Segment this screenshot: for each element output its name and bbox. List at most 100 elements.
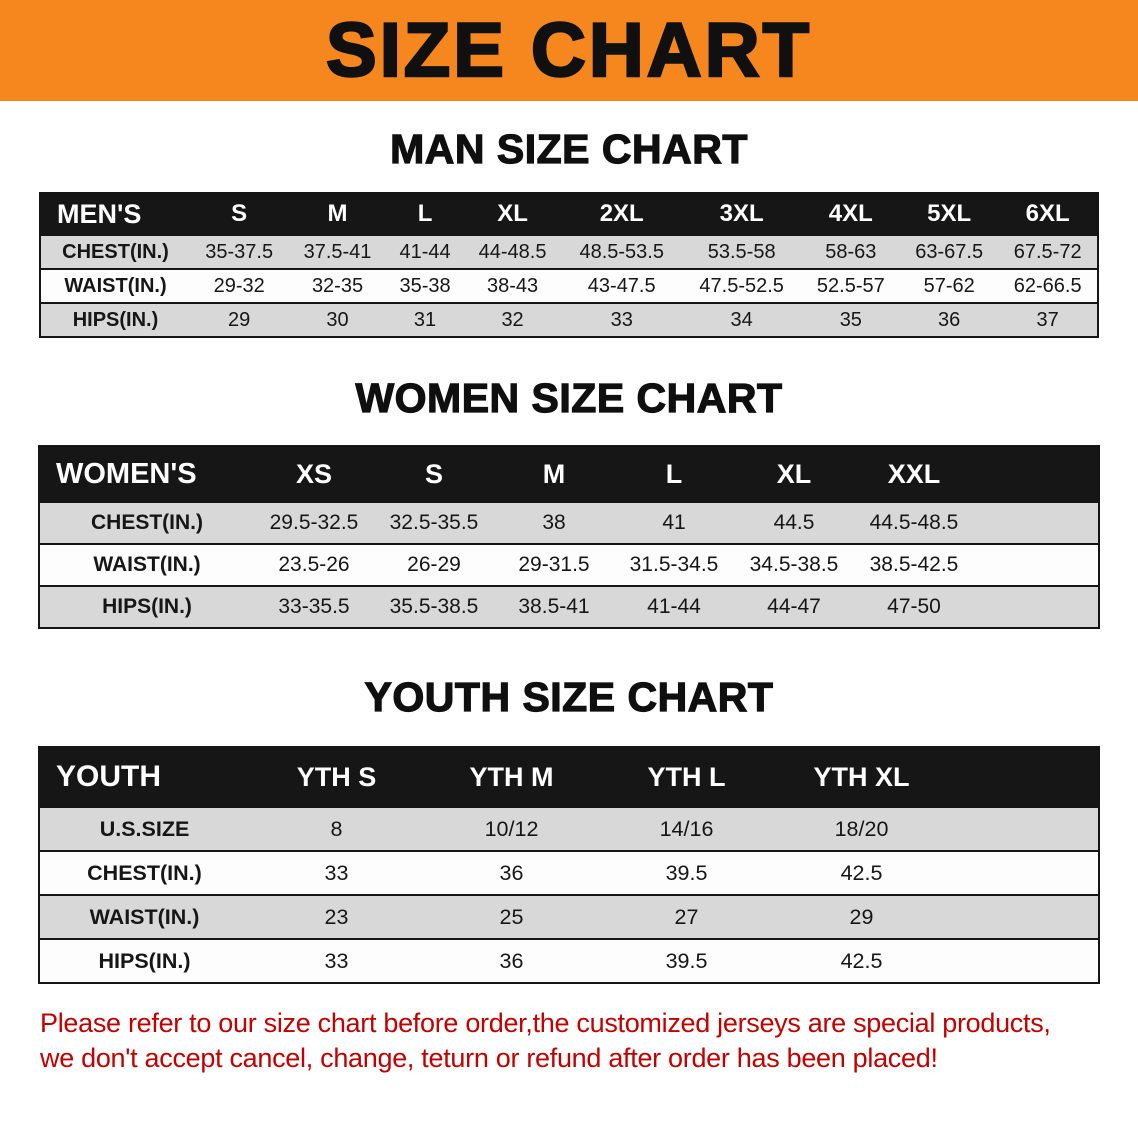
youth-hips-row: HIPS(IN.) 33 36 39.5 42.5	[39, 939, 1099, 984]
men-chest-row: CHEST(IN.) 35-37.5 37.5-41 41-44 44-48.5…	[40, 235, 1098, 270]
size-cell: 26-29	[407, 553, 461, 577]
size-col-header: 4XL	[828, 200, 873, 228]
row-label: WAIST(IN.)	[64, 274, 167, 297]
size-cell: 37	[1036, 308, 1059, 331]
women-chest-row: CHEST(IN.) 29.5-32.5 32.5-35.5 38 41 44.…	[39, 502, 1099, 545]
size-cell: 67.5-72	[1013, 240, 1082, 263]
men-chart-heading: MAN SIZE CHART	[390, 126, 748, 172]
youth-ussize-row: U.S.SIZE 8 10/12 14/16 18/20	[39, 807, 1099, 852]
size-cell: 38.5-41	[518, 595, 590, 619]
size-col-header: YTH L	[647, 761, 726, 792]
youth-waist-row: WAIST(IN.) 23 25 27 29	[39, 895, 1099, 940]
size-cell: 36	[499, 948, 524, 973]
women-waist-row: WAIST(IN.) 23.5-26 26-29 29-31.5 31.5-34…	[39, 544, 1099, 587]
size-cell: 34	[730, 308, 753, 331]
size-cell: 14/16	[659, 816, 714, 841]
women-size-chart-section: WOMEN SIZE CHART WOMEN'S XS S M L XL XXL…	[0, 338, 1138, 630]
size-col-header: L	[417, 200, 433, 228]
size-cell: 35	[839, 308, 862, 331]
size-cell: 33	[324, 948, 349, 973]
row-label: HIPS(IN.)	[98, 948, 191, 973]
size-cell: 29	[228, 308, 251, 331]
size-cell: 52.5-57	[816, 274, 885, 297]
women-table-header-row: WOMEN'S XS S M L XL XXL	[39, 446, 1099, 503]
size-cell: 43-47.5	[587, 274, 656, 297]
size-col-header: XL	[497, 200, 528, 228]
women-chart-heading: WOMEN SIZE CHART	[355, 375, 783, 422]
size-cell: 27	[674, 904, 699, 929]
size-cell: 41	[662, 511, 686, 535]
size-cell: 35-38	[399, 274, 451, 297]
row-label: HIPS(IN.)	[72, 308, 159, 331]
size-cell: 18/20	[834, 816, 889, 841]
size-cell: 44-47	[767, 595, 821, 619]
size-cell: 47.5-52.5	[699, 274, 784, 297]
size-cell: 35.5-38.5	[389, 595, 479, 619]
size-cell: 53.5-58	[707, 240, 776, 263]
size-col-header: M	[327, 200, 348, 228]
size-cell: 36	[938, 308, 961, 331]
size-cell: 29.5-32.5	[269, 511, 359, 535]
size-cell: 44.5	[773, 511, 815, 535]
size-cell: 37.5-41	[303, 240, 372, 263]
size-col-header: 3XL	[719, 200, 764, 228]
size-col-header: S	[424, 458, 443, 489]
spacer-cell	[974, 586, 1099, 628]
size-cell: 63-67.5	[915, 240, 984, 263]
size-col-header: M	[542, 458, 566, 489]
row-label: CHEST(IN.)	[62, 240, 169, 263]
size-cell: 38	[542, 511, 566, 535]
size-cell: 29-32	[213, 274, 265, 297]
size-cell: 38-43	[486, 274, 539, 297]
size-col-header: XS	[295, 458, 333, 489]
size-col-header: YTH S	[296, 761, 377, 792]
size-cell: 8	[330, 816, 343, 841]
size-col-header: XXL	[887, 458, 941, 489]
women-group-label: WOMEN'S	[56, 457, 197, 490]
size-cell: 41-44	[647, 595, 701, 619]
size-cell: 36	[499, 860, 524, 885]
size-col-header: 2XL	[599, 200, 644, 228]
size-col-header: YTH XL	[813, 761, 910, 792]
banner-title: SIZE CHART	[325, 7, 812, 93]
size-cell: 44.5-48.5	[869, 511, 959, 535]
size-cell: 23.5-26	[278, 553, 350, 577]
youth-table-header-row: YOUTH YTH S YTH M YTH L YTH XL	[39, 747, 1099, 808]
row-label: HIPS(IN.)	[102, 595, 192, 619]
size-cell: 42.5	[840, 948, 883, 973]
spacer-cell	[974, 446, 1099, 502]
men-size-chart-section: MAN SIZE CHART MEN'S S M L XL 2XL 3XL 4X…	[0, 101, 1138, 339]
spacer-cell	[949, 939, 1099, 983]
men-table-header-row: MEN'S S M L XL 2XL 3XL 4XL 5XL 6XL	[40, 193, 1098, 236]
spacer-cell	[974, 502, 1099, 544]
women-size-table: WOMEN'S XS S M L XL XXL CHEST(IN.) 29.5-…	[38, 445, 1100, 630]
size-cell: 10/12	[484, 816, 539, 841]
size-cell: 47-50	[887, 595, 941, 619]
size-col-header: YTH M	[469, 761, 554, 792]
size-cell: 29-31.5	[518, 553, 590, 577]
size-cell: 35-37.5	[205, 240, 274, 263]
spacer-cell	[949, 807, 1099, 851]
size-col-header: 6XL	[1025, 200, 1070, 228]
size-cell: 25	[499, 904, 524, 929]
youth-chart-heading: YOUTH SIZE CHART	[364, 674, 774, 721]
youth-chest-row: CHEST(IN.) 33 36 39.5 42.5	[39, 851, 1099, 896]
size-cell: 34.5-38.5	[749, 553, 839, 577]
men-hips-row: HIPS(IN.) 29 30 31 32 33 34 35 36 37	[40, 303, 1098, 338]
size-cell: 33	[610, 308, 633, 331]
size-cell: 33	[324, 860, 349, 885]
size-cell: 38.5-42.5	[869, 553, 959, 577]
size-cell: 58-63	[825, 240, 877, 263]
women-hips-row: HIPS(IN.) 33-35.5 35.5-38.5 38.5-41 41-4…	[39, 586, 1099, 629]
size-cell: 48.5-53.5	[579, 240, 664, 263]
size-cell: 39.5	[665, 948, 708, 973]
size-cell: 31	[413, 308, 437, 331]
spacer-cell	[974, 544, 1099, 586]
size-col-header: S	[231, 200, 248, 228]
order-notice: Please refer to our size chart before or…	[40, 1006, 1138, 1076]
spacer-cell	[949, 747, 1099, 807]
row-label: WAIST(IN.)	[93, 553, 201, 577]
size-col-header: L	[665, 458, 683, 489]
row-label: U.S.SIZE	[99, 816, 190, 841]
size-cell: 31.5-34.5	[629, 553, 719, 577]
